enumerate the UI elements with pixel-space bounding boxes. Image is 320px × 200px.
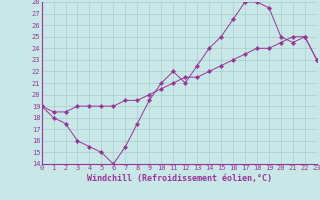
X-axis label: Windchill (Refroidissement éolien,°C): Windchill (Refroidissement éolien,°C): [87, 174, 272, 183]
